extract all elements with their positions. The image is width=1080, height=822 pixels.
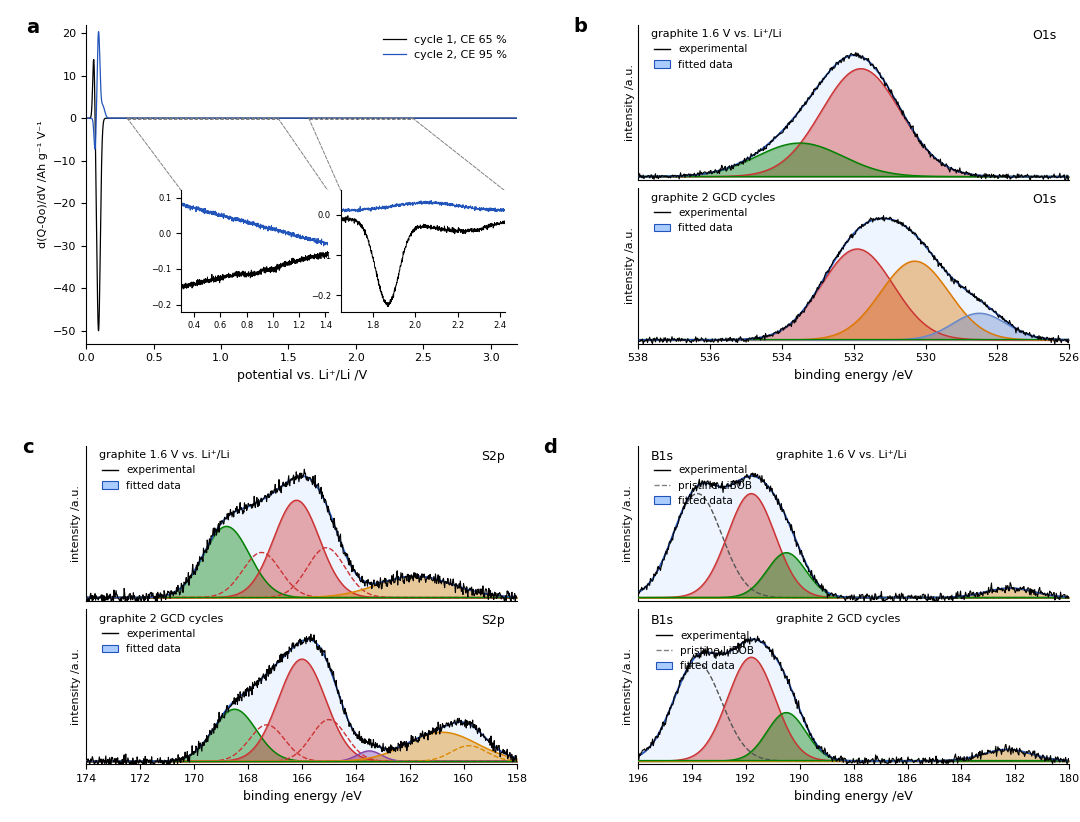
- cycle 2, CE 95 %: [159, 113, 172, 123]
- Text: c: c: [22, 438, 33, 457]
- Text: B1s: B1s: [651, 613, 674, 626]
- cycle 1, CE 65 %: [402, 113, 415, 123]
- X-axis label: binding energy /eV: binding energy /eV: [243, 790, 362, 803]
- Legend: experimental, fitted data: experimental, fitted data: [652, 206, 750, 235]
- Text: d: d: [543, 438, 557, 457]
- Line: cycle 1, CE 65 %: cycle 1, CE 65 %: [86, 59, 517, 330]
- cycle 2, CE 95 %: [92, 26, 105, 36]
- Y-axis label: intensity /a.u.: intensity /a.u.: [71, 649, 81, 725]
- cycle 2, CE 95 %: [434, 113, 447, 123]
- Legend: experimental, fitted data: experimental, fitted data: [100, 626, 198, 656]
- Bar: [309, 118, 413, 119]
- Legend: experimental, pristine LiBOB, fitted data: experimental, pristine LiBOB, fitted dat…: [652, 626, 758, 676]
- Y-axis label: intensity /a.u.: intensity /a.u.: [622, 485, 633, 562]
- Legend: experimental, fitted data: experimental, fitted data: [652, 42, 750, 72]
- Y-axis label: intensity /a.u.: intensity /a.u.: [622, 649, 633, 725]
- Text: B1s: B1s: [651, 450, 674, 464]
- Text: b: b: [573, 17, 588, 36]
- X-axis label: binding energy /eV: binding energy /eV: [794, 790, 913, 803]
- Y-axis label: d(Q-Qo)/dV /Ah g⁻¹ V⁻¹: d(Q-Qo)/dV /Ah g⁻¹ V⁻¹: [38, 120, 48, 248]
- cycle 1, CE 65 %: [339, 113, 352, 123]
- cycle 1, CE 65 %: [80, 113, 93, 123]
- cycle 2, CE 95 %: [80, 113, 93, 123]
- Text: graphite 2 GCD cycles: graphite 2 GCD cycles: [777, 613, 901, 624]
- cycle 1, CE 65 %: [511, 113, 524, 123]
- Text: graphite 2 GCD cycles: graphite 2 GCD cycles: [651, 192, 775, 203]
- cycle 1, CE 65 %: [434, 113, 447, 123]
- Text: a: a: [26, 18, 39, 37]
- cycle 2, CE 95 %: [511, 113, 524, 123]
- Text: O1s: O1s: [1032, 192, 1056, 206]
- cycle 1, CE 65 %: [245, 113, 258, 123]
- Text: S2p: S2p: [481, 450, 504, 464]
- cycle 1, CE 65 %: [159, 113, 172, 123]
- Legend: experimental, fitted data: experimental, fitted data: [100, 464, 198, 492]
- Text: graphite 1.6 V vs. Li⁺/Li: graphite 1.6 V vs. Li⁺/Li: [651, 30, 782, 39]
- Legend: experimental, pristine LiBOB, fitted data: experimental, pristine LiBOB, fitted dat…: [652, 464, 754, 508]
- cycle 2, CE 95 %: [361, 113, 374, 123]
- Text: graphite 1.6 V vs. Li⁺/Li: graphite 1.6 V vs. Li⁺/Li: [99, 450, 230, 460]
- Y-axis label: intensity /a.u.: intensity /a.u.: [71, 485, 81, 562]
- Text: O1s: O1s: [1032, 30, 1056, 42]
- cycle 2, CE 95 %: [339, 113, 352, 123]
- Text: graphite 2 GCD cycles: graphite 2 GCD cycles: [99, 613, 224, 624]
- Text: S2p: S2p: [481, 613, 504, 626]
- cycle 1, CE 65 %: [87, 54, 100, 64]
- cycle 1, CE 65 %: [92, 326, 105, 335]
- Bar: [126, 118, 278, 119]
- X-axis label: potential vs. Li⁺/Li /V: potential vs. Li⁺/Li /V: [237, 369, 367, 381]
- cycle 1, CE 65 %: [361, 113, 374, 123]
- Y-axis label: intensity /a.u.: intensity /a.u.: [625, 227, 635, 304]
- Legend: cycle 1, CE 65 %, cycle 2, CE 95 %: cycle 1, CE 65 %, cycle 2, CE 95 %: [379, 30, 512, 65]
- Line: cycle 2, CE 95 %: cycle 2, CE 95 %: [86, 31, 517, 149]
- Y-axis label: intensity /a.u.: intensity /a.u.: [625, 64, 635, 141]
- cycle 2, CE 95 %: [89, 144, 102, 154]
- cycle 2, CE 95 %: [245, 113, 258, 123]
- cycle 2, CE 95 %: [402, 113, 415, 123]
- X-axis label: binding energy /eV: binding energy /eV: [794, 369, 913, 381]
- Text: graphite 1.6 V vs. Li⁺/Li: graphite 1.6 V vs. Li⁺/Li: [777, 450, 907, 460]
